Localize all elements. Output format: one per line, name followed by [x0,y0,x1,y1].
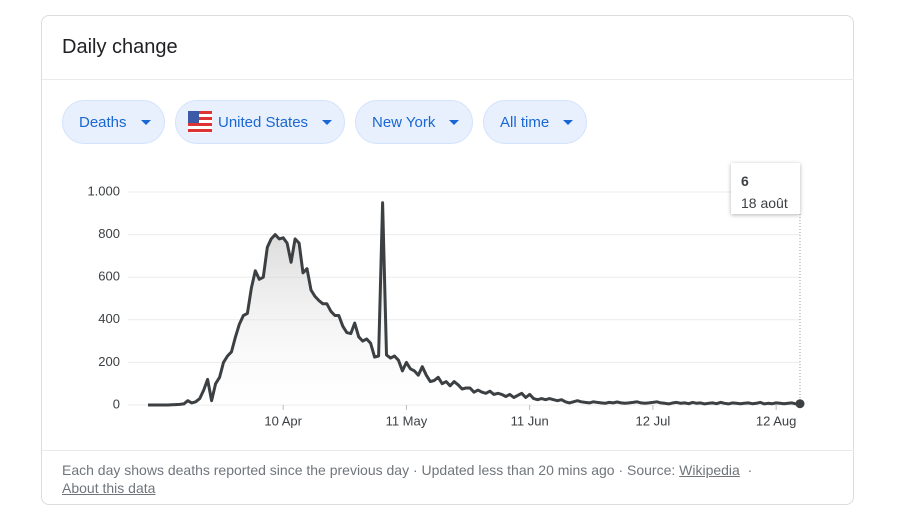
x-tick-label: 12 Jul [636,413,671,428]
time-dropdown[interactable]: All time [483,100,587,144]
tooltip-value: 6 [741,173,749,189]
caret [140,119,151,125]
divider [42,79,854,80]
y-tick-label: 600 [98,269,120,284]
y-tick-label: 400 [98,311,120,326]
country-dropdown[interactable]: United States [175,100,345,144]
source-link[interactable]: Wikipedia [679,462,740,478]
x-tick-label: 11 Jun [511,413,549,428]
chip-label: Deaths [79,113,127,131]
tooltip: 6 18 août [731,163,800,214]
line [148,201,801,407]
divider [42,450,854,451]
region-dropdown[interactable]: New York [355,100,473,144]
tooltip-date: 18 août [741,195,788,211]
separator: · [747,462,753,478]
area [148,202,800,405]
y-tick-label: 200 [98,354,120,369]
caret [449,119,460,125]
title: Daily change [62,36,178,58]
flag [188,111,212,133]
y-tick-label: 800 [98,226,120,241]
x-tick-label: 12 Aug [756,413,797,428]
caret [563,119,574,125]
y-tick-label: 0 [113,396,120,411]
x-tick-label: 10 Apr [264,413,302,428]
card [41,15,854,505]
x-tick-label: 11 May [386,413,428,428]
chip-label: All time [500,113,550,131]
about-link[interactable]: About this data [62,480,156,496]
footer-note: Each day shows deaths reported since the… [62,462,676,478]
y-tick-label: 1.000 [87,183,120,198]
chip-label: New York [372,113,436,131]
footer: Each day shows deaths reported since the… [62,461,822,497]
hover-point [795,399,805,409]
chip-label: United States [218,113,309,131]
metric-dropdown[interactable]: Deaths [62,100,165,144]
caret [322,119,333,125]
